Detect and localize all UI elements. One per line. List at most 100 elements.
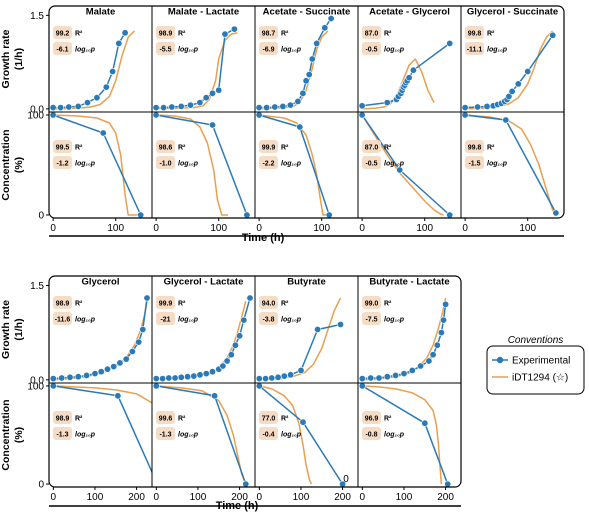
- growth-experimental-point: [255, 375, 263, 383]
- growth-y-unit: (1/h): [13, 318, 25, 340]
- growth-plot: [255, 15, 335, 112]
- concentration-stats-logp-label: log₁₀p: [178, 161, 199, 168]
- concentration-stats-r2-value: 98.9: [56, 416, 70, 423]
- concentration-stats-logp-value: -1.3: [56, 432, 68, 439]
- growth-experimental-point: [230, 25, 238, 33]
- panel-glycerol-lactate: Glycerol - Lactate 99.9 R² -21 log₁₀p 99.6 R² -…: [151, 276, 254, 503]
- concentration-stats-r2-label: R²: [178, 145, 186, 152]
- growth-experimental-point: [227, 351, 235, 359]
- concentration-plot: [49, 112, 145, 219]
- panel-malate-lactate: Malate - Lactate 98.9 R² -5.5 log₁₀p 98.6 R² -1…: [151, 6, 251, 234]
- growth-y-tick-label: 1.5: [30, 11, 44, 22]
- growth-experimental-point: [437, 329, 445, 337]
- x-tick-label: 100: [396, 492, 413, 503]
- growth-experimental-point: [83, 371, 91, 379]
- concentration-stats-r2-value: 99.6: [159, 416, 173, 423]
- growth-stats-logp-box: [53, 42, 72, 55]
- growth-experimental-line: [156, 28, 235, 109]
- concentration-stats-r2-label: R²: [75, 416, 83, 423]
- growth-experimental-point: [514, 80, 522, 88]
- concentration-model-line: [362, 385, 443, 485]
- growth-plot: [358, 39, 454, 110]
- growth-experimental-point: [279, 102, 287, 110]
- panel-title: Glycerol: [81, 276, 119, 287]
- growth-experimental-point: [308, 55, 316, 63]
- growth-experimental-point: [65, 103, 73, 111]
- concentration-experimental-point: [152, 112, 160, 119]
- concentration-stats-r2-value: 87.0: [365, 145, 379, 152]
- growth-experimental-point: [177, 102, 185, 110]
- concentration-stats-r2-box: [362, 411, 381, 424]
- growth-stats-logp-label: log₁₀p: [384, 47, 405, 54]
- growth-experimental-point: [246, 294, 254, 302]
- conc-y-label: Concentration: [0, 399, 12, 470]
- concentration-model-line: [259, 385, 313, 485]
- concentration-stats-logp-box: [53, 427, 72, 440]
- growth-stats-logp-value: -7.5: [365, 317, 377, 324]
- concentration-experimental-point: [396, 166, 404, 174]
- growth-experimental-point: [66, 373, 74, 381]
- growth-stats-logp-label: log₁₀p: [281, 317, 302, 324]
- growth-stats-logp-label: log₁₀p: [75, 317, 96, 324]
- concentration-experimental-point: [137, 211, 145, 219]
- growth-stats-r2-box: [259, 296, 278, 309]
- growth-experimental-point: [196, 99, 204, 107]
- growth-experimental-point: [383, 373, 391, 381]
- x-tick-label: 0: [153, 223, 159, 234]
- concentration-plot: [49, 383, 152, 474]
- growth-plot: [152, 25, 238, 112]
- x-axis-label: Time (h): [242, 232, 285, 244]
- growth-y-unit: (1/h): [13, 48, 25, 70]
- x-tick-label: 0: [256, 223, 262, 234]
- growth-plot: [358, 297, 450, 383]
- growth-experimental-point: [294, 97, 302, 105]
- x-tick-label: 0: [50, 223, 56, 234]
- concentration-stats-logp-value: -0.4: [262, 432, 274, 439]
- growth-stats-r2-box: [259, 26, 278, 39]
- concentration-experimental-point: [209, 121, 217, 129]
- x-tick-label: 200: [437, 492, 454, 503]
- growth-plot: [49, 294, 151, 383]
- panel-title: Malate - Lactate: [168, 6, 239, 17]
- growth-stats-logp-box: [259, 312, 278, 325]
- growth-stats-r2-value: 99.2: [56, 31, 70, 38]
- growth-stats-logp-box: [156, 312, 175, 325]
- growth-experimental-point: [139, 325, 147, 333]
- growth-stats-logp-value: -11.1: [467, 47, 483, 54]
- concentration-experimental-point: [49, 112, 57, 119]
- growth-experimental-point: [184, 373, 192, 381]
- growth-experimental-point: [202, 94, 210, 102]
- growth-experimental-point: [165, 374, 173, 382]
- conc-y-tick-label: 0: [38, 211, 44, 222]
- concentration-stats-r2-box: [362, 140, 381, 153]
- concentration-stats-logp-label: log₁₀p: [487, 161, 508, 168]
- concentration-model-line: [53, 385, 152, 404]
- growth-experimental-point: [236, 332, 244, 340]
- growth-experimental-point: [115, 39, 123, 47]
- growth-model-line: [259, 297, 342, 381]
- growth-experimental-point: [305, 71, 313, 79]
- growth-experimental-point: [336, 320, 344, 328]
- growth-stats-logp-box: [362, 312, 381, 325]
- x-tick-label: 100: [293, 492, 310, 503]
- growth-experimental-point: [58, 374, 66, 382]
- growth-model-line: [362, 297, 447, 381]
- growth-stats-r2-label: R²: [384, 301, 392, 308]
- concentration-experimental-point: [49, 383, 57, 390]
- concentration-experimental-point: [152, 383, 160, 390]
- legend-label: Experimental: [512, 356, 570, 367]
- growth-plot: [461, 30, 557, 112]
- legend-title: Conventions: [508, 335, 564, 346]
- concentration-experimental-point: [502, 116, 510, 124]
- growth-stats-logp-box: [259, 42, 278, 55]
- growth-stats-r2-value: 94.0: [262, 301, 276, 308]
- x-tick-label: 0: [257, 492, 263, 503]
- growth-experimental-point: [121, 29, 129, 37]
- stray-label: 0: [343, 474, 349, 485]
- growth-experimental-point: [209, 89, 217, 97]
- growth-experimental-point: [433, 341, 441, 349]
- concentration-stats-logp-label: log₁₀p: [178, 432, 199, 439]
- growth-stats-logp-box: [465, 42, 484, 55]
- concentration-stats-logp-box: [156, 156, 175, 169]
